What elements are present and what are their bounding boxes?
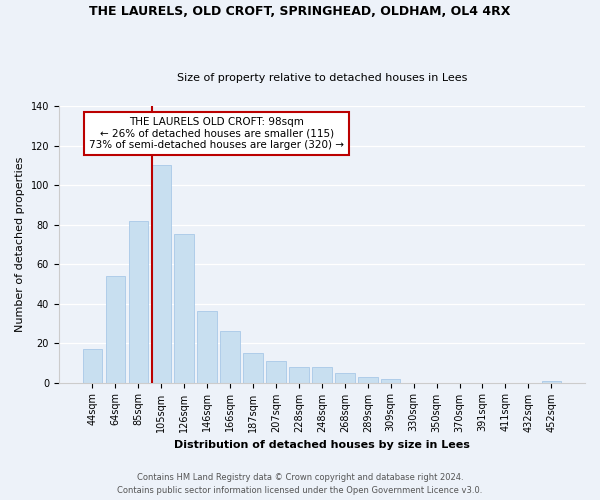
- X-axis label: Distribution of detached houses by size in Lees: Distribution of detached houses by size …: [174, 440, 470, 450]
- Bar: [152, 166, 171, 382]
- Y-axis label: Number of detached properties: Number of detached properties: [15, 156, 25, 332]
- Bar: [128, 220, 148, 382]
- Text: THE LAURELS OLD CROFT: 98sqm
← 26% of detached houses are smaller (115)
73% of s: THE LAURELS OLD CROFT: 98sqm ← 26% of de…: [89, 117, 344, 150]
- Text: THE LAURELS, OLD CROFT, SPRINGHEAD, OLDHAM, OL4 4RX: THE LAURELS, OLD CROFT, SPRINGHEAD, OLDH…: [89, 5, 511, 18]
- Bar: [266, 361, 286, 382]
- Bar: [220, 331, 240, 382]
- Bar: [381, 378, 400, 382]
- Bar: [175, 234, 194, 382]
- Bar: [358, 376, 377, 382]
- Bar: [289, 367, 308, 382]
- Bar: [335, 372, 355, 382]
- Title: Size of property relative to detached houses in Lees: Size of property relative to detached ho…: [177, 73, 467, 83]
- Bar: [83, 349, 102, 382]
- Bar: [244, 353, 263, 382]
- Bar: [106, 276, 125, 382]
- Text: Contains HM Land Registry data © Crown copyright and database right 2024.
Contai: Contains HM Land Registry data © Crown c…: [118, 474, 482, 495]
- Bar: [542, 380, 561, 382]
- Bar: [312, 367, 332, 382]
- Bar: [197, 312, 217, 382]
